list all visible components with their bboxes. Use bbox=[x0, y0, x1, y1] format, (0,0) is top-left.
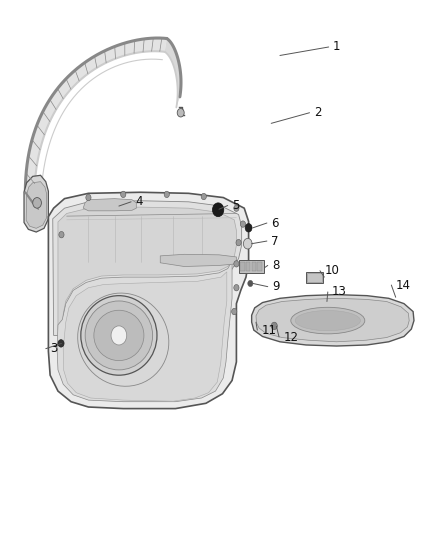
Text: 6: 6 bbox=[271, 216, 279, 230]
Ellipse shape bbox=[85, 301, 152, 370]
Polygon shape bbox=[57, 261, 232, 402]
Ellipse shape bbox=[295, 311, 360, 330]
Circle shape bbox=[248, 280, 253, 287]
Text: 12: 12 bbox=[283, 330, 298, 344]
Bar bbox=[240, 262, 245, 271]
Text: 2: 2 bbox=[314, 106, 321, 119]
Text: 8: 8 bbox=[272, 259, 279, 272]
Ellipse shape bbox=[81, 296, 157, 375]
Circle shape bbox=[59, 231, 64, 238]
Text: 9: 9 bbox=[272, 280, 279, 293]
Text: 11: 11 bbox=[261, 324, 277, 337]
Text: 1: 1 bbox=[333, 41, 340, 53]
Text: 13: 13 bbox=[332, 286, 347, 298]
Circle shape bbox=[164, 191, 170, 198]
Circle shape bbox=[111, 326, 127, 345]
Circle shape bbox=[240, 221, 246, 227]
Polygon shape bbox=[53, 201, 242, 335]
Circle shape bbox=[236, 239, 241, 246]
Ellipse shape bbox=[94, 310, 144, 361]
Circle shape bbox=[244, 238, 252, 249]
Circle shape bbox=[120, 191, 126, 198]
Bar bbox=[246, 262, 251, 271]
Polygon shape bbox=[48, 192, 249, 409]
Circle shape bbox=[33, 198, 42, 208]
Circle shape bbox=[234, 285, 239, 291]
Text: 14: 14 bbox=[396, 279, 411, 292]
Polygon shape bbox=[252, 295, 414, 346]
Circle shape bbox=[86, 195, 91, 201]
Text: 10: 10 bbox=[324, 264, 339, 277]
Circle shape bbox=[234, 205, 239, 212]
Polygon shape bbox=[63, 272, 227, 401]
Bar bbox=[257, 262, 261, 271]
Polygon shape bbox=[26, 182, 47, 228]
Polygon shape bbox=[24, 175, 48, 232]
Text: 4: 4 bbox=[135, 195, 143, 208]
Polygon shape bbox=[165, 38, 181, 108]
Circle shape bbox=[212, 203, 224, 216]
Circle shape bbox=[232, 309, 237, 315]
Text: 5: 5 bbox=[232, 199, 240, 212]
Circle shape bbox=[58, 340, 64, 347]
Circle shape bbox=[234, 261, 239, 267]
Ellipse shape bbox=[291, 308, 365, 334]
Bar bbox=[306, 272, 323, 284]
Polygon shape bbox=[160, 254, 237, 266]
Text: 3: 3 bbox=[50, 342, 57, 355]
Polygon shape bbox=[58, 207, 237, 330]
Bar bbox=[239, 260, 264, 273]
Bar bbox=[307, 273, 322, 282]
Circle shape bbox=[201, 193, 206, 200]
Polygon shape bbox=[83, 199, 136, 211]
Polygon shape bbox=[256, 298, 409, 342]
Circle shape bbox=[245, 223, 252, 232]
Circle shape bbox=[271, 322, 277, 329]
Polygon shape bbox=[25, 38, 167, 203]
Bar bbox=[252, 262, 256, 271]
Text: 7: 7 bbox=[271, 235, 279, 247]
Circle shape bbox=[177, 109, 184, 117]
